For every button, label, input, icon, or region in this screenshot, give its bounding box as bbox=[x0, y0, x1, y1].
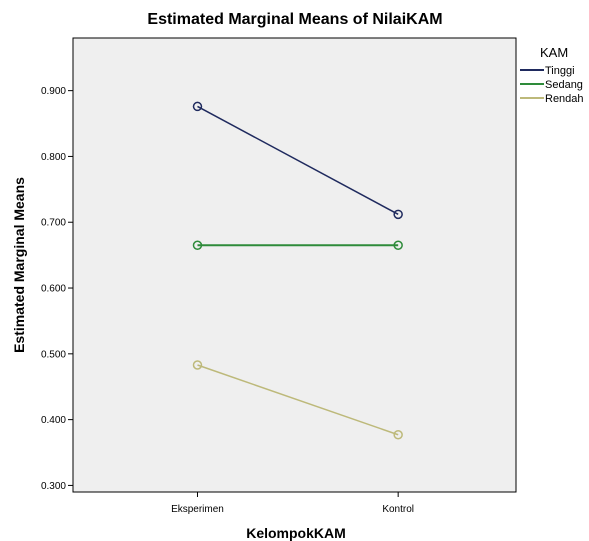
x-tick-label: Kontrol bbox=[382, 504, 414, 515]
legend-label: Sedang bbox=[545, 79, 583, 91]
legend-item-rendah: Rendah bbox=[520, 93, 584, 105]
legend: KAM Tinggi Sedang Rendah bbox=[520, 45, 584, 105]
y-tick-label: 0.400 bbox=[41, 415, 66, 426]
y-tick-label: 0.600 bbox=[41, 284, 66, 295]
legend-title: KAM bbox=[540, 45, 568, 60]
data-point bbox=[393, 240, 403, 251]
series-line bbox=[197, 105, 399, 215]
y-tick-label: 0.700 bbox=[41, 218, 66, 229]
y-tick-label: 0.300 bbox=[41, 481, 66, 492]
legend-item-tinggi: Tinggi bbox=[520, 65, 575, 77]
x-tick-label: Eksperimen bbox=[171, 504, 224, 515]
legend-label: Tinggi bbox=[545, 65, 575, 77]
y-tick-label: 0.800 bbox=[41, 152, 66, 163]
y-axis: 0.300 0.400 0.500 0.600 0.700 0.800 0.900 bbox=[41, 86, 73, 492]
legend-item-sedang: Sedang bbox=[520, 79, 583, 91]
plot-area bbox=[72, 37, 517, 493]
series-layer bbox=[192, 101, 403, 440]
y-tick-label: 0.500 bbox=[41, 349, 66, 360]
y-axis-title: Estimated Marginal Means bbox=[11, 177, 27, 353]
data-point bbox=[192, 240, 203, 251]
data-point bbox=[192, 101, 203, 112]
series-line bbox=[197, 364, 399, 436]
data-point bbox=[393, 209, 403, 220]
y-tick-label: 0.900 bbox=[41, 86, 66, 97]
legend-label: Rendah bbox=[545, 93, 584, 105]
series-tinggi bbox=[192, 101, 403, 220]
series-sedang bbox=[192, 240, 403, 251]
series-rendah bbox=[192, 360, 403, 440]
x-axis: Eksperimen Kontrol bbox=[171, 492, 414, 515]
x-axis-title: KelompokKAM bbox=[246, 525, 346, 541]
chart-title: Estimated Marginal Means of NilaiKAM bbox=[147, 11, 442, 28]
data-point bbox=[192, 360, 203, 370]
data-point bbox=[393, 430, 403, 440]
